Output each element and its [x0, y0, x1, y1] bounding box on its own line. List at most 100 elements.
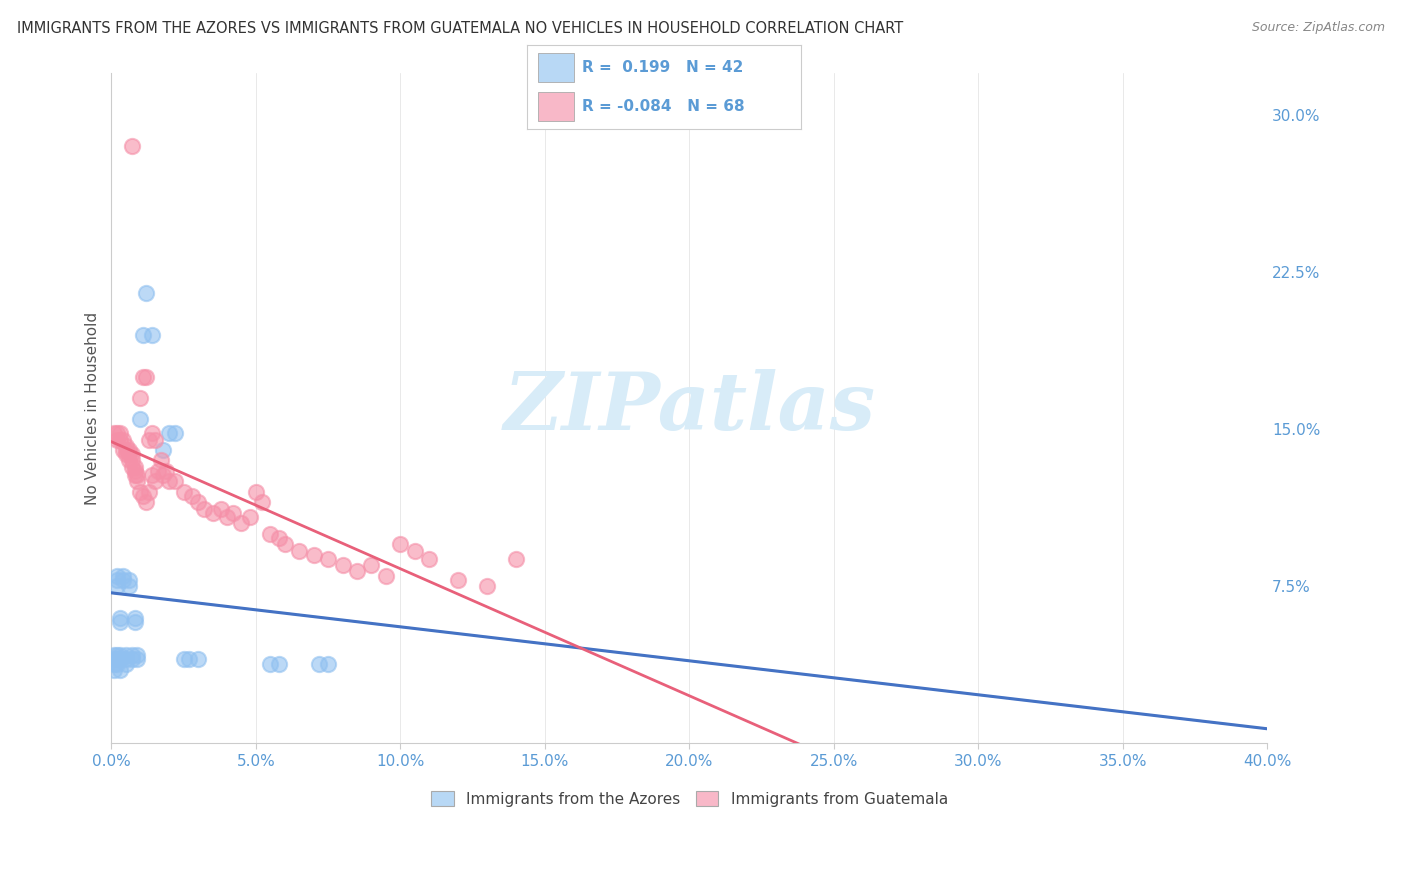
Point [124, 610, 146, 624]
Point [201, 506, 224, 520]
Point [127, 648, 149, 663]
Point [135, 495, 157, 509]
Point [374, 568, 396, 582]
Point [187, 495, 209, 509]
Point [124, 459, 146, 474]
Point [127, 475, 149, 489]
Point [141, 468, 163, 483]
Point [332, 558, 354, 573]
Point [267, 657, 290, 671]
Point [115, 447, 138, 461]
Point [111, 433, 134, 447]
FancyBboxPatch shape [538, 54, 574, 82]
Point [105, 573, 128, 587]
Point [259, 526, 281, 541]
Point [111, 442, 134, 457]
FancyBboxPatch shape [538, 92, 574, 120]
Point [105, 433, 128, 447]
Point [129, 484, 152, 499]
Point [108, 426, 131, 441]
Point [173, 652, 195, 666]
Point [346, 565, 368, 579]
Legend: Immigrants from the Azores, Immigrants from Guatemala: Immigrants from the Azores, Immigrants f… [425, 784, 955, 813]
Point [108, 648, 131, 663]
Point [111, 573, 134, 587]
Point [103, 426, 125, 441]
Point [118, 442, 141, 457]
Point [152, 442, 174, 457]
Point [222, 506, 245, 520]
Point [181, 489, 204, 503]
Point [108, 610, 131, 624]
Point [316, 657, 339, 671]
Point [103, 663, 125, 677]
Point [132, 489, 155, 503]
Point [141, 327, 163, 342]
Point [127, 468, 149, 483]
Point [360, 558, 382, 573]
Text: R =  0.199   N = 42: R = 0.199 N = 42 [582, 60, 744, 75]
Point [163, 475, 186, 489]
Point [121, 459, 143, 474]
Point [105, 568, 128, 582]
Point [138, 433, 160, 447]
Point [173, 484, 195, 499]
Point [239, 510, 262, 524]
Point [124, 615, 146, 629]
Point [132, 369, 155, 384]
Point [155, 464, 177, 478]
Point [105, 648, 128, 663]
Point [118, 447, 141, 461]
Point [111, 568, 134, 582]
Point [115, 652, 138, 666]
Point [215, 510, 238, 524]
Point [127, 652, 149, 666]
Point [118, 573, 141, 587]
Point [141, 426, 163, 441]
Point [103, 657, 125, 671]
Point [152, 468, 174, 483]
Point [103, 648, 125, 663]
Point [129, 391, 152, 405]
Point [121, 139, 143, 153]
Point [121, 652, 143, 666]
Point [121, 447, 143, 461]
Point [475, 579, 498, 593]
Point [105, 426, 128, 441]
Point [302, 548, 325, 562]
Text: ZIPatlas: ZIPatlas [503, 369, 876, 447]
Point [105, 657, 128, 671]
Point [115, 648, 138, 663]
Point [108, 433, 131, 447]
Point [231, 516, 253, 531]
Point [308, 657, 330, 671]
Point [108, 663, 131, 677]
Point [146, 464, 169, 478]
Point [209, 501, 232, 516]
Point [447, 573, 470, 587]
Point [389, 537, 412, 551]
Point [316, 552, 339, 566]
Point [103, 652, 125, 666]
Point [143, 475, 166, 489]
Point [245, 484, 267, 499]
Point [105, 652, 128, 666]
Point [121, 453, 143, 467]
Point [163, 426, 186, 441]
Point [135, 285, 157, 300]
Point [274, 537, 297, 551]
Point [505, 552, 527, 566]
Point [143, 433, 166, 447]
Point [124, 468, 146, 483]
Point [129, 411, 152, 425]
Point [121, 648, 143, 663]
Point [179, 652, 201, 666]
Point [193, 501, 215, 516]
Text: R = -0.084   N = 68: R = -0.084 N = 68 [582, 99, 745, 114]
Point [118, 579, 141, 593]
Point [115, 657, 138, 671]
Point [132, 327, 155, 342]
Point [118, 453, 141, 467]
Point [418, 552, 440, 566]
Text: IMMIGRANTS FROM THE AZORES VS IMMIGRANTS FROM GUATEMALA NO VEHICLES IN HOUSEHOLD: IMMIGRANTS FROM THE AZORES VS IMMIGRANTS… [17, 21, 903, 36]
